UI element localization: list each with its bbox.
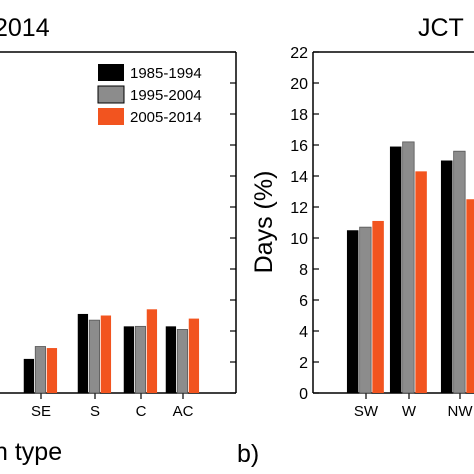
right-bar-nw-1985-1994 (440, 160, 453, 393)
right-bar-nw-1995-2004 (453, 150, 466, 394)
left-bar-c-2005-2014 (146, 309, 158, 393)
left-bar-s-2005-2014 (100, 315, 112, 393)
left-x-tick-label-se: SE (31, 403, 51, 420)
right-y-axis-label: Days (%) (250, 171, 278, 274)
right-y-tick-label-12: 12 (290, 200, 308, 217)
left-chart-title: 2014 (0, 14, 50, 42)
right-y-tick-label-14: 14 (290, 169, 308, 186)
left-bar-c-1995-2004 (134, 325, 146, 394)
left-x-tick-label-ac: AC (173, 403, 194, 420)
right-y-tick-label-16: 16 (290, 138, 308, 155)
left-bar-ac-1995-2004 (176, 329, 188, 394)
legend-label-2005-2014: 2005-2014 (130, 109, 202, 126)
left-x-tick-label-s: S (90, 403, 100, 420)
right-bar-sw-2005-2014 (372, 220, 384, 393)
legend-label-1985-1994: 1985-1994 (130, 65, 202, 82)
right-y-tick-label-8: 8 (299, 262, 308, 279)
right-chart-marks: 0 2 4 6 8 10 12 14 16 18 20 22 SW W NW (290, 45, 474, 420)
right-x-tick-label-w: W (402, 403, 417, 420)
panel-label-b: b) (237, 440, 259, 468)
left-x-axis-label: n type (0, 438, 62, 466)
left-bar-c-1985-1994 (123, 326, 135, 393)
left-chart-marks: SE S C AC (23, 51, 236, 420)
right-bar-w-1995-2004 (402, 141, 415, 394)
legend-label-1995-2004: 1995-2004 (130, 87, 202, 104)
left-bar-se-1985-1994 (23, 358, 35, 393)
right-y-tick-label-2: 2 (299, 355, 308, 372)
right-y-tick-label-4: 4 (299, 324, 308, 341)
right-y-tick-label-10: 10 (290, 231, 308, 248)
right-bar-w-1985-1994 (389, 146, 402, 393)
left-x-tick-label-c: C (136, 403, 147, 420)
left-bar-se-2005-2014 (46, 348, 58, 393)
left-bar-ac-1985-1994 (165, 326, 177, 393)
right-y-tick-label-0: 0 (299, 386, 308, 403)
left-bar-s-1995-2004 (88, 319, 100, 394)
left-bar-ac-2005-2014 (188, 318, 200, 393)
legend-swatch-1995-2004 (97, 85, 125, 104)
right-x-tick-label-sw: SW (354, 403, 379, 420)
right-x-tick-label-nw: NW (448, 403, 474, 420)
right-bar-nw-2005-2014 (466, 199, 474, 393)
left-bar-s-1985-1994 (77, 313, 89, 393)
right-y-tick-label-20: 20 (290, 76, 308, 93)
right-chart-title: JCT (418, 14, 464, 42)
right-bar-w-2005-2014 (415, 171, 427, 393)
right-bar-sw-1995-2004 (359, 226, 372, 394)
legend-swatch-1985-1994 (98, 64, 124, 81)
right-bar-sw-1985-1994 (346, 230, 359, 393)
right-y-tick-label-6: 6 (299, 293, 308, 310)
legend: 1985-1994 1995-2004 2005-2014 (95, 59, 228, 129)
right-y-tick-label-18: 18 (290, 107, 308, 124)
right-y-tick-label-22: 22 (290, 45, 308, 62)
legend-swatch-2005-2014 (98, 108, 124, 125)
left-bar-se-1995-2004 (34, 346, 46, 394)
